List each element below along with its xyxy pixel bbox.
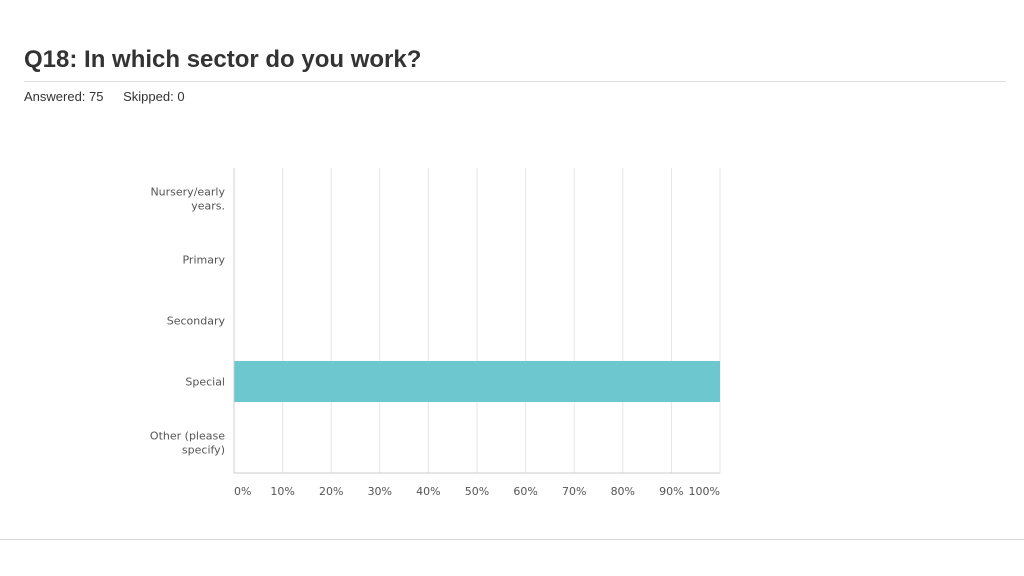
category-label-0: Nursery/early years.	[150, 186, 225, 213]
x-tick-label-3: 30%	[368, 485, 392, 498]
x-tick-label-10: 100%	[689, 485, 720, 498]
category-label-4: Other (please specify)	[150, 430, 225, 457]
footer-divider	[0, 539, 1024, 540]
x-tick-label-2: 20%	[319, 485, 343, 498]
x-tick-label-5: 50%	[465, 485, 489, 498]
question-title: Q18: In which sector do you work?	[24, 46, 422, 73]
x-tick-label-0: 0%	[234, 485, 251, 498]
response-stats: Answered: 75 Skipped: 0	[24, 89, 185, 104]
x-tick-label-9: 90%	[659, 485, 683, 498]
title-divider	[24, 81, 1006, 82]
skipped-count: Skipped: 0	[123, 89, 185, 104]
x-tick-label-6: 60%	[513, 485, 537, 498]
x-tick-label-4: 40%	[416, 485, 440, 498]
x-tick-label-7: 70%	[562, 485, 586, 498]
x-tick-label-8: 80%	[611, 485, 635, 498]
bar-3	[234, 361, 720, 402]
answered-count: Answered: 75	[24, 89, 104, 104]
category-label-3: Special	[185, 376, 225, 389]
x-tick-label-1: 10%	[270, 485, 294, 498]
category-label-2: Secondary	[167, 315, 226, 328]
category-label-1: Primary	[182, 254, 225, 267]
